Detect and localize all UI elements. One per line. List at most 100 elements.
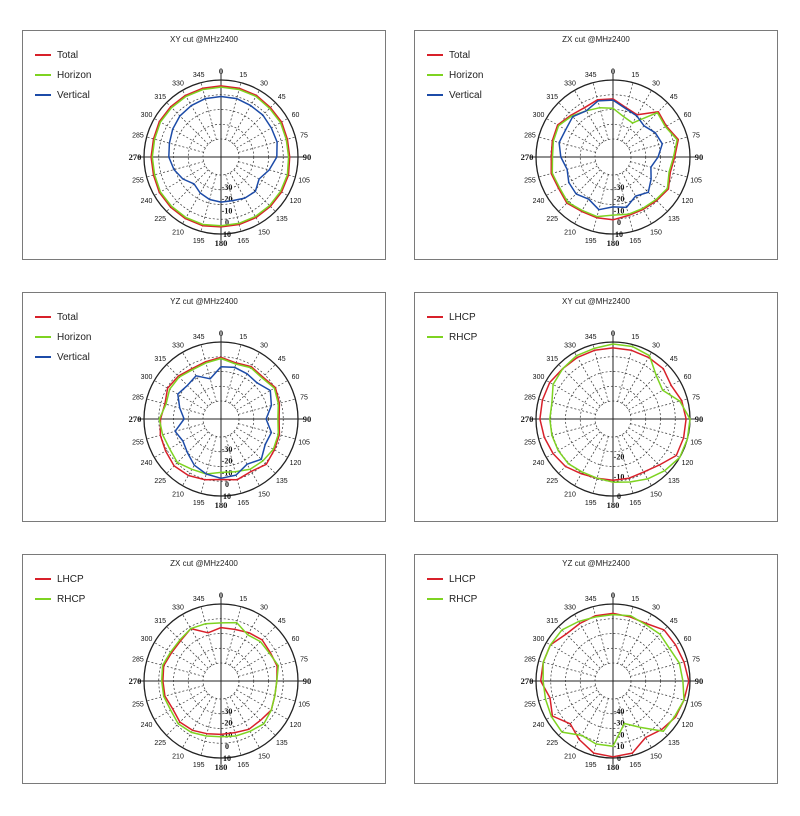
angle-tick-label: 255 xyxy=(524,701,536,708)
angle-tick-label: 60 xyxy=(292,636,300,643)
angle-tick-label: 30 xyxy=(260,81,268,88)
grid-spoke xyxy=(146,161,204,178)
angle-tick-label: 165 xyxy=(237,238,249,245)
angle-tick-label: 135 xyxy=(276,740,288,747)
angle-tick-label: 30 xyxy=(260,605,268,612)
angle-tick-label: 180 xyxy=(215,762,228,772)
angle-tick-label: 255 xyxy=(132,701,144,708)
angle-tick-label: 30 xyxy=(652,605,660,612)
angle-tick-label: 315 xyxy=(546,618,558,625)
grid-spoke xyxy=(229,352,260,404)
legend-swatch xyxy=(35,356,51,358)
angle-tick-label: 30 xyxy=(260,343,268,350)
angle-tick-label: 195 xyxy=(193,500,205,507)
chart-panel-xy-cut: 0 15 30 45 60 75 90 105 120 135 150 165 180 195 210 225… xyxy=(22,30,386,260)
grid-spoke xyxy=(146,398,204,415)
polar-plot: 0 15 30 45 60 75 90 105 120 135 150 165 180 195 210 225… xyxy=(521,328,704,510)
grid-spoke xyxy=(592,82,609,140)
angle-tick-label: 105 xyxy=(690,177,702,184)
legend-label: Vertical xyxy=(57,89,90,101)
grid-spoke xyxy=(229,434,260,486)
grid-spoke xyxy=(233,364,276,407)
angle-tick-label: 165 xyxy=(237,762,249,769)
radial-tick-label: 0 xyxy=(617,492,621,501)
angle-tick-label: 60 xyxy=(684,112,692,119)
legend: Total Horizon Vertical xyxy=(35,307,91,367)
radial-tick-label: -10 xyxy=(614,472,625,481)
grid-spoke xyxy=(182,90,213,142)
polar-plot: 0 15 30 45 60 75 90 105 120 135 150 165 180 195 210 225… xyxy=(129,328,312,510)
angle-tick-label: 0 xyxy=(219,590,223,600)
angle-tick-label: 240 xyxy=(533,460,545,467)
grid-spoke xyxy=(233,169,276,212)
grid-spoke xyxy=(233,693,276,736)
legend: LHCP RHCP xyxy=(427,569,477,609)
angle-tick-label: 90 xyxy=(303,676,312,686)
angle-tick-label: 285 xyxy=(524,395,536,402)
angle-tick-label: 345 xyxy=(193,334,205,341)
angle-tick-label: 45 xyxy=(670,94,678,101)
legend-swatch xyxy=(427,94,443,96)
grid-spoke xyxy=(182,172,213,224)
angle-tick-label: 15 xyxy=(631,596,639,603)
angle-tick-label: 225 xyxy=(154,740,166,747)
angle-tick-label: 75 xyxy=(300,395,308,402)
angle-tick-label: 15 xyxy=(239,72,247,79)
angle-tick-label: 90 xyxy=(695,152,704,162)
grid-spoke xyxy=(546,380,598,411)
angle-tick-label: 285 xyxy=(132,133,144,140)
angle-tick-label: 45 xyxy=(278,356,286,363)
angle-tick-label: 240 xyxy=(141,198,153,205)
polar-grid xyxy=(138,598,304,764)
angle-tick-label: 60 xyxy=(684,636,692,643)
series-line-horizon xyxy=(151,86,290,227)
angle-tick-label: 195 xyxy=(193,238,205,245)
angle-tick-label: 330 xyxy=(564,605,576,612)
angle-tick-label: 30 xyxy=(652,81,660,88)
grid-spoke xyxy=(592,436,609,494)
grid-spoke xyxy=(546,427,598,458)
legend-swatch xyxy=(35,316,51,318)
grid-spoke xyxy=(182,614,213,666)
angle-tick-label: 210 xyxy=(564,229,576,236)
angle-tick-label: 270 xyxy=(129,414,142,424)
radial-tick-label: -30 xyxy=(222,707,233,716)
grid-spoke xyxy=(238,161,296,178)
angle-tick-label: 300 xyxy=(141,112,153,119)
grid-spoke xyxy=(225,436,242,494)
grid-spoke xyxy=(617,698,634,756)
grid-spoke xyxy=(538,136,596,153)
series-line-rhcp xyxy=(160,621,280,738)
grid-spoke xyxy=(574,614,605,666)
grid-spoke xyxy=(154,427,206,458)
angle-tick-label: 330 xyxy=(172,605,184,612)
grid-spoke xyxy=(621,352,652,404)
polar-plot: 0 15 30 45 60 75 90 105 120 135 150 165 180 195 210 225… xyxy=(129,66,312,248)
angle-tick-label: 285 xyxy=(524,133,536,140)
angle-tick-label: 45 xyxy=(278,618,286,625)
chart-title: XY cut @MHz2400 xyxy=(169,35,238,44)
angle-tick-label: 0 xyxy=(611,66,615,76)
grid-spoke xyxy=(154,118,206,149)
grid-spoke xyxy=(146,660,204,677)
legend-item: LHCP xyxy=(35,569,85,589)
grid-spoke xyxy=(154,380,206,411)
angle-tick-label: 105 xyxy=(298,439,310,446)
polar-grid xyxy=(138,74,304,240)
series-line-vertical xyxy=(168,95,278,203)
grid-spoke xyxy=(200,436,217,494)
legend-label: LHCP xyxy=(57,573,84,585)
series-line-total xyxy=(159,356,281,481)
angle-tick-label: 75 xyxy=(692,657,700,664)
grid-spoke xyxy=(146,136,204,153)
angle-tick-label: 240 xyxy=(533,198,545,205)
angle-tick-label: 225 xyxy=(154,216,166,223)
angle-tick-label: 15 xyxy=(631,72,639,79)
radial-tick-label: -40 xyxy=(614,707,625,716)
angle-tick-label: 135 xyxy=(276,478,288,485)
legend-item: Horizon xyxy=(427,65,483,85)
grid-spoke xyxy=(236,380,288,411)
radial-tick-label: -20 xyxy=(222,457,233,466)
angle-tick-label: 240 xyxy=(141,722,153,729)
grid-spoke xyxy=(154,165,206,196)
